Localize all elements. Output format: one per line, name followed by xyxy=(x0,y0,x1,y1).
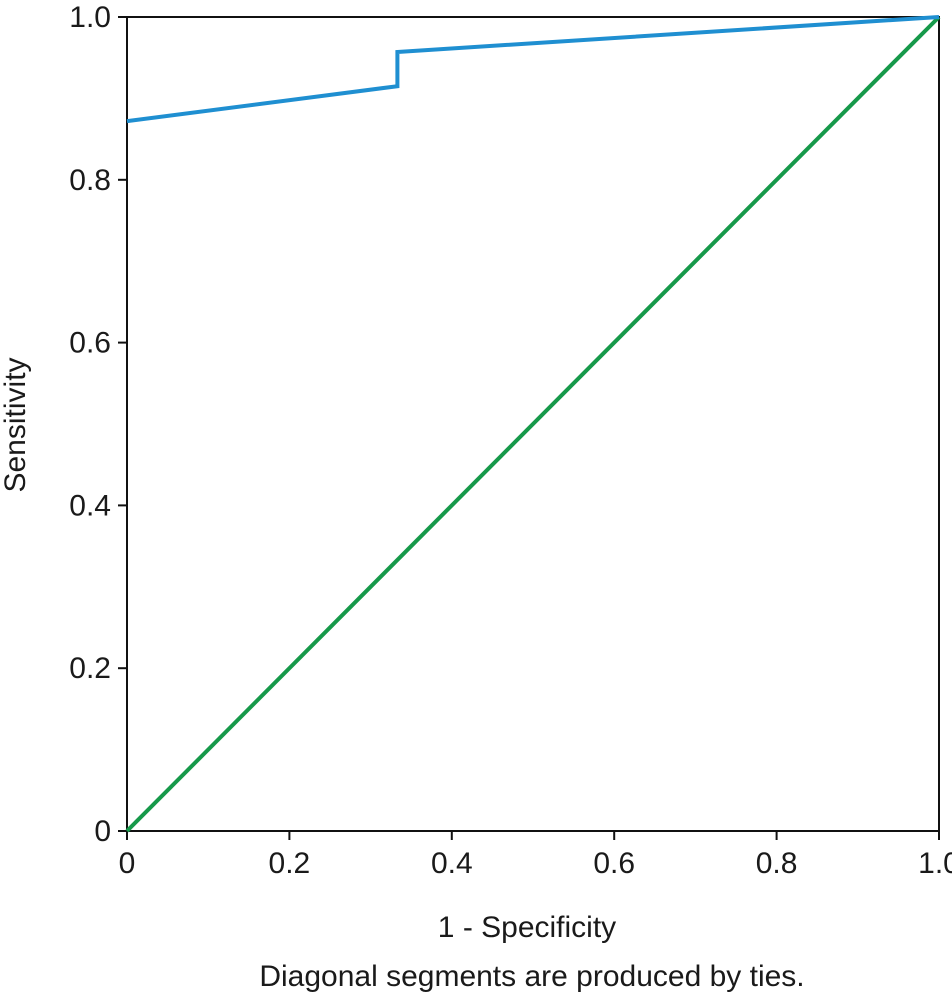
y-tick-label: 0.4 xyxy=(69,489,111,522)
y-tick-label: 0.8 xyxy=(69,164,111,197)
y-tick-label: 0.6 xyxy=(69,327,111,360)
series-layer xyxy=(125,15,941,833)
x-tick-label: 0.6 xyxy=(593,847,635,880)
x-axis: 0 0.2 0.4 0.6 0.8 1.0 xyxy=(119,831,952,880)
x-axis-title: 1 - Specificity xyxy=(438,911,616,944)
roc-curve-line xyxy=(126,15,940,124)
plot-border xyxy=(126,16,940,832)
x-tick-label: 1.0 xyxy=(918,847,952,880)
x-tick-label: 0.2 xyxy=(269,847,311,880)
footnote: Diagonal segments are produced by ties. xyxy=(259,960,804,993)
plot-frame xyxy=(126,16,940,832)
x-tick-label: 0.4 xyxy=(431,847,473,880)
x-tick-label: 0.8 xyxy=(756,847,798,880)
reference-line xyxy=(125,15,941,833)
x-tick-label: 0 xyxy=(119,847,136,880)
y-axis-title: Sensitivity xyxy=(0,357,32,492)
y-tick-label: 1.0 xyxy=(69,1,111,34)
y-tick-label: 0.2 xyxy=(69,652,111,685)
y-axis: 0 0.2 0.4 0.6 0.8 1.0 xyxy=(69,1,127,848)
y-tick-label: 0 xyxy=(94,815,111,848)
